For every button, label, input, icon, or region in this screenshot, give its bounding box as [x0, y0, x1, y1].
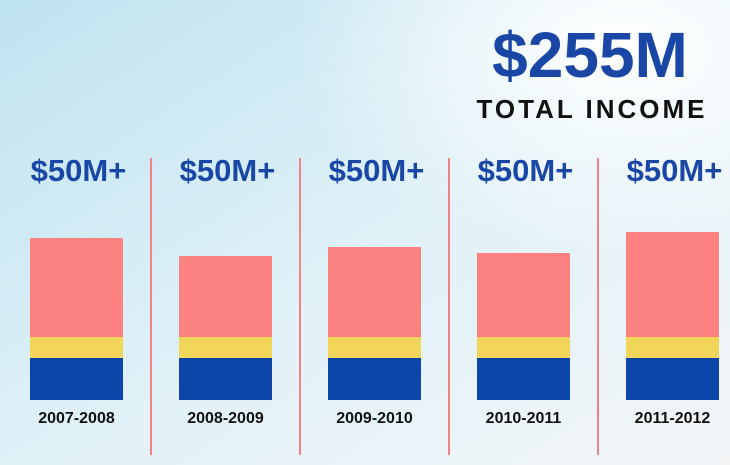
bar-segment [328, 337, 421, 358]
chart-subtitle: TOTAL INCOME [477, 94, 708, 124]
bar-segment [179, 337, 272, 358]
bar-segment [30, 238, 123, 337]
bar-segment [179, 358, 272, 400]
bar-segment [626, 358, 719, 400]
bar-segment [626, 337, 719, 358]
bar-annotation: $50M+ [31, 153, 127, 188]
bar-segment [328, 247, 421, 337]
bar-segment [626, 232, 719, 337]
bar-annotation: $50M+ [180, 153, 276, 188]
bar-segment [328, 358, 421, 400]
bar-segment [477, 337, 570, 358]
x-tick-label: 2007-2008 [38, 410, 115, 427]
bar-segment [477, 358, 570, 400]
bar-segment [179, 256, 272, 337]
bar-segment [477, 253, 570, 337]
chart-title: $255M [492, 19, 688, 91]
x-tick-label: 2010-2011 [486, 410, 562, 427]
x-tick-label: 2008-2009 [187, 410, 264, 427]
bar-annotation: $50M+ [627, 153, 723, 188]
x-tick-label: 2009-2010 [336, 410, 413, 427]
bar-segment [30, 337, 123, 358]
bar-annotation: $50M+ [478, 153, 574, 188]
bar-annotation: $50M+ [329, 153, 425, 188]
bar-segment [30, 358, 123, 400]
x-tick-label: 2011-2012 [635, 410, 711, 427]
